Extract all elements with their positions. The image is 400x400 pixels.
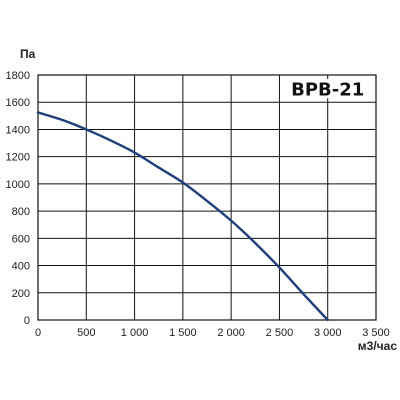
y-tick-label: 1800 — [6, 70, 30, 82]
x-tick-label: 0 — [35, 327, 41, 339]
y-tick-label: 1400 — [6, 124, 30, 136]
x-tick-label: 1 000 — [121, 327, 149, 339]
x-tick-label: 2 500 — [266, 327, 294, 339]
plot-frame — [37, 74, 377, 321]
x-tick-label: 500 — [77, 327, 95, 339]
y-tick-label: 400 — [12, 261, 30, 273]
x-tick-label: 2 000 — [217, 327, 245, 339]
y-axis-title: Па — [20, 47, 36, 61]
series-layer — [36, 111, 329, 322]
model-badge-background — [287, 79, 368, 99]
y-tick-label: 1200 — [6, 152, 30, 164]
x-axis-title: м3/час — [358, 339, 398, 353]
y-tick-label: 800 — [12, 206, 30, 218]
y-tick-label: 200 — [12, 288, 30, 300]
y-tick-label: 600 — [12, 233, 30, 245]
model-badge: ВРВ-21 — [291, 80, 364, 101]
y-tick-label: 1600 — [6, 97, 30, 109]
y-tick-label: 0 — [24, 315, 30, 327]
x-tick-label: 1 500 — [169, 327, 197, 339]
series-line-0 — [36, 111, 329, 322]
tick-labels: 0 500 1 000 1 500 2 000 2 500 3 000 3 500 0 200 40… — [6, 70, 390, 339]
y-tick-label: 1000 — [6, 179, 30, 191]
x-tick-label: 3 000 — [314, 327, 342, 339]
x-tick-label: 3 500 — [362, 327, 390, 339]
